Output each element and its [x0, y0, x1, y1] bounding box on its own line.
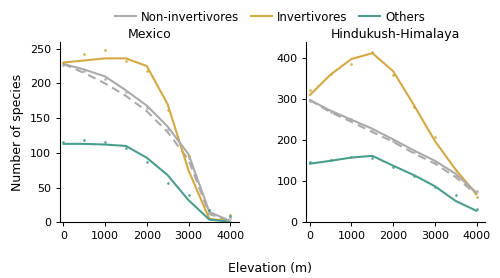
Point — [60, 60, 68, 65]
Point — [143, 69, 151, 73]
Point — [143, 106, 151, 110]
Point — [472, 195, 480, 199]
Point — [101, 48, 109, 52]
Point — [389, 139, 397, 143]
Point — [206, 208, 214, 212]
Point — [348, 155, 356, 159]
Point — [122, 146, 130, 150]
Point — [368, 50, 376, 54]
Point — [80, 51, 88, 56]
Point — [472, 189, 480, 193]
Point — [101, 76, 109, 81]
Text: Elevation (m): Elevation (m) — [228, 262, 312, 275]
Point — [226, 214, 234, 218]
Point — [431, 135, 439, 139]
Point — [368, 155, 376, 160]
Point — [206, 208, 214, 212]
Point — [101, 140, 109, 144]
Point — [306, 99, 314, 103]
Point — [143, 160, 151, 164]
Point — [122, 90, 130, 94]
Point — [452, 174, 460, 179]
Point — [60, 140, 68, 145]
Point — [80, 69, 88, 73]
Point — [410, 174, 418, 179]
Point — [452, 168, 460, 172]
Point — [306, 88, 314, 92]
Point — [80, 138, 88, 143]
Point — [164, 108, 172, 112]
Point — [306, 160, 314, 164]
Point — [410, 150, 418, 154]
Title: Mexico: Mexico — [128, 28, 171, 41]
Point — [326, 71, 334, 76]
Point — [472, 207, 480, 211]
Point — [431, 185, 439, 189]
Point — [206, 208, 214, 212]
Point — [164, 126, 172, 131]
Point — [164, 181, 172, 185]
Point — [348, 117, 356, 121]
Point — [184, 156, 192, 161]
Point — [368, 129, 376, 133]
Point — [348, 62, 356, 66]
Point — [184, 192, 192, 197]
Point — [410, 104, 418, 109]
Point — [326, 157, 334, 162]
Legend: Non-invertivores, Invertivores, Others: Non-invertivores, Invertivores, Others — [110, 6, 430, 28]
Point — [226, 213, 234, 218]
Point — [226, 216, 234, 220]
Point — [60, 63, 68, 68]
Point — [452, 193, 460, 197]
Y-axis label: Number of species: Number of species — [12, 73, 24, 191]
Point — [184, 154, 192, 158]
Point — [326, 110, 334, 115]
Title: Hindukush-Himalaya: Hindukush-Himalaya — [331, 28, 460, 41]
Point — [431, 159, 439, 164]
Point — [389, 73, 397, 78]
Point — [122, 59, 130, 63]
Point — [389, 165, 397, 169]
